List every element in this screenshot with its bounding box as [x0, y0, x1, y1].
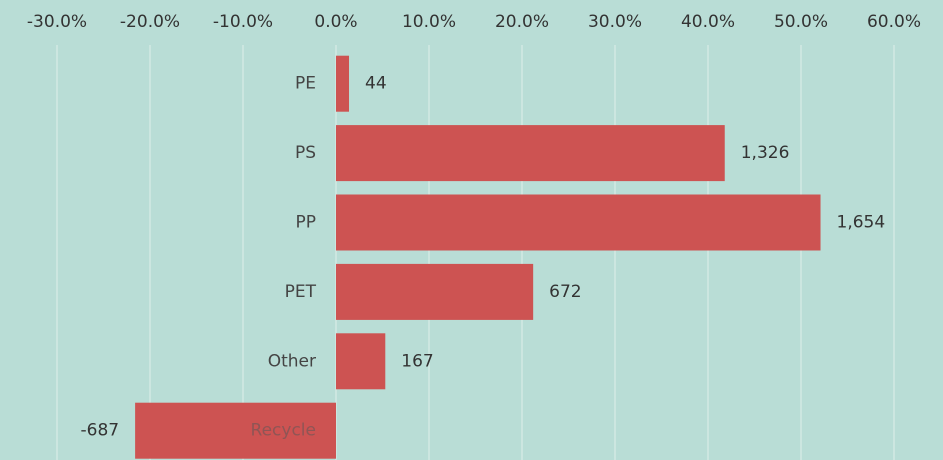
x-tick-label: 30.0%: [588, 12, 642, 32]
x-tick-label: 0.0%: [314, 12, 357, 32]
category-label: PE: [295, 74, 316, 94]
bar: [336, 194, 821, 251]
x-tick-label: 20.0%: [495, 12, 549, 32]
data-label: 1,326: [741, 143, 790, 163]
bar: [336, 263, 534, 320]
category-label: Other: [268, 351, 316, 371]
category-label: PET: [285, 282, 317, 302]
category-label: PP: [295, 213, 316, 233]
x-tick-label: 60.0%: [867, 12, 921, 32]
data-label: -687: [81, 421, 120, 441]
data-label: 167: [401, 351, 433, 371]
bar: [336, 55, 350, 112]
bar: [336, 125, 725, 182]
x-tick-label: 50.0%: [774, 12, 828, 32]
x-tick-label: 10.0%: [402, 12, 456, 32]
x-tick-label: 40.0%: [681, 12, 735, 32]
x-tick-label: -30.0%: [27, 12, 87, 32]
data-label: 1,654: [837, 213, 886, 233]
category-label: PS: [295, 143, 316, 163]
category-label: Recycle: [251, 421, 316, 441]
x-tick-label: -20.0%: [120, 12, 180, 32]
data-label: 44: [365, 74, 387, 94]
data-label: 672: [549, 282, 581, 302]
bar: [336, 333, 386, 390]
bar: [135, 402, 336, 459]
x-tick-label: -10.0%: [213, 12, 273, 32]
